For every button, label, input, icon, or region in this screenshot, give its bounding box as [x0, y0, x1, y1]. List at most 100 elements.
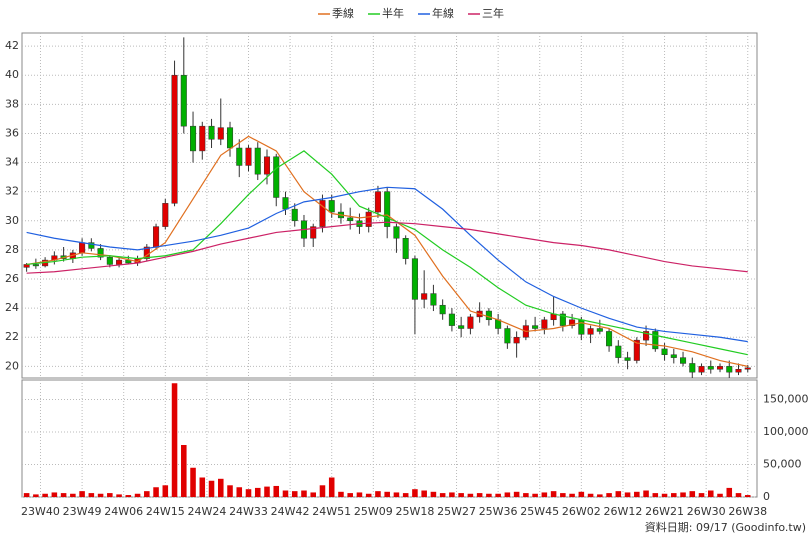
y-tick-label: 40: [5, 68, 19, 81]
candle-body: [282, 197, 289, 210]
volume-bar: [615, 491, 622, 497]
volume-bar: [264, 486, 270, 497]
volume-bar: [190, 467, 196, 497]
candle-body: [716, 366, 724, 370]
volume-bar: [680, 492, 686, 497]
candle-body: [245, 147, 252, 166]
volume-bar: [199, 477, 206, 497]
y-tick-label: 36: [5, 126, 19, 139]
volume-bar: [402, 493, 409, 497]
ma-line: [26, 135, 748, 367]
candle-body: [88, 242, 95, 249]
volume-bar: [236, 487, 243, 497]
candle-body: [97, 248, 104, 258]
candle-body: [23, 264, 30, 268]
volume-bar: [495, 493, 501, 497]
candle-body: [236, 147, 243, 166]
candle-body: [726, 366, 733, 373]
x-tick-label: 25W18: [395, 505, 434, 518]
candle-body: [532, 325, 539, 329]
candle-body: [217, 127, 224, 140]
volume-bar: [291, 491, 298, 497]
volume-bar: [449, 492, 455, 497]
candle-body: [319, 200, 326, 227]
x-tick-label: 26W21: [645, 505, 684, 518]
volume-bar: [421, 490, 427, 497]
x-tick-label: 26W30: [687, 505, 726, 518]
candle-body: [310, 226, 317, 239]
volume-bar: [689, 491, 696, 497]
candle-body: [569, 319, 576, 326]
candle-body: [587, 328, 594, 335]
candle-body: [106, 256, 113, 265]
volume-bar: [439, 493, 446, 497]
candle-body: [606, 331, 613, 347]
candle-body: [199, 125, 206, 152]
volume-bar: [23, 493, 30, 497]
x-tick-label: 23W40: [21, 505, 60, 518]
volume-bar: [412, 489, 418, 497]
volume-bar: [144, 491, 150, 497]
volume-bar: [70, 493, 76, 497]
volume-bar: [578, 491, 585, 497]
volume-bar: [301, 490, 307, 497]
volume-bar: [476, 493, 483, 497]
volume-bar: [365, 493, 372, 497]
candle-body: [707, 366, 714, 370]
candle-body: [689, 363, 696, 373]
candle-body: [421, 293, 428, 300]
volume-bar: [254, 487, 261, 497]
y-tick-label: 22: [5, 330, 19, 343]
volume-bar: [60, 493, 67, 497]
candle-body: [374, 191, 381, 213]
y2-tick-label: 100,000: [763, 425, 808, 438]
candle-body: [384, 191, 391, 227]
volume-bar: [116, 494, 122, 497]
legend-label: 半年: [382, 6, 404, 20]
candle-body: [180, 74, 187, 127]
y-tick-label: 20: [5, 359, 19, 372]
y-tick-label: 26: [5, 272, 19, 285]
volume-bar: [430, 491, 437, 497]
volume-bar: [393, 492, 400, 497]
candle-body: [735, 369, 742, 373]
volume-bar: [162, 485, 169, 497]
candle-body: [615, 345, 622, 358]
y-tick-label: 28: [5, 243, 19, 256]
candle-body: [643, 331, 650, 341]
candle-body: [458, 325, 465, 329]
volume-bar: [541, 492, 548, 497]
candle-body: [190, 125, 197, 152]
volume-bar: [227, 485, 233, 497]
candle-body: [633, 339, 640, 361]
candle-body: [79, 242, 86, 254]
volume-bar: [634, 491, 640, 497]
volume-bar: [532, 493, 538, 497]
volume-bar: [273, 485, 280, 497]
volume-bar: [708, 490, 714, 497]
candle-body: [254, 147, 261, 175]
candle-body: [153, 226, 160, 248]
x-tick-label: 25W09: [354, 505, 393, 518]
y-tick-label: 30: [5, 214, 19, 227]
candle-body: [162, 203, 169, 227]
x-tick-label: 24W24: [187, 505, 226, 518]
volume-bar: [319, 485, 326, 497]
candle-body: [513, 336, 520, 344]
volume-bar: [661, 493, 668, 497]
y-tick-label: 32: [5, 185, 19, 198]
x-tick-label: 25W27: [437, 505, 476, 518]
x-tick-label: 26W12: [604, 505, 643, 518]
legend-label: 季線: [332, 6, 354, 20]
candle-body: [208, 125, 215, 140]
candle-body: [365, 211, 372, 227]
volume-bar: [597, 494, 603, 497]
volume-bar: [245, 489, 252, 497]
y2-tick-label: 0: [763, 490, 770, 503]
candle-body: [116, 259, 123, 265]
ma-line: [26, 150, 748, 356]
volume-bar: [79, 491, 85, 497]
volume-bar: [42, 493, 48, 497]
candle-body: [559, 313, 566, 326]
